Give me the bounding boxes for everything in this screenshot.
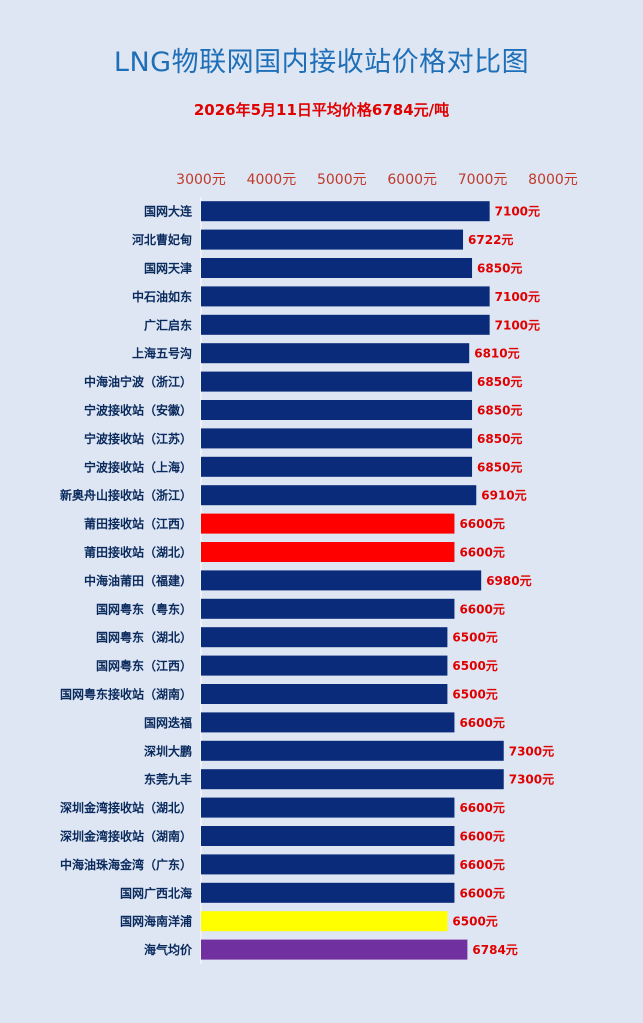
value-label: 6850元 (477, 375, 522, 389)
value-label: 6910元 (481, 489, 526, 503)
bar (201, 229, 464, 250)
category-label: 国网海南洋浦 (120, 914, 192, 929)
category-label: 广汇启东 (144, 317, 192, 332)
value-label: 6600元 (459, 517, 504, 531)
category-label: 宁波接收站（江苏） (84, 431, 192, 446)
x-tick-label: 6000元 (387, 172, 437, 188)
value-label: 6600元 (459, 858, 504, 872)
bar (201, 911, 448, 932)
chart-subtitle: 2026年5月11日平均价格6784元/吨 (193, 101, 450, 119)
bar (201, 314, 490, 335)
value-label: 6500元 (452, 631, 497, 645)
bar (201, 400, 473, 420)
bar (201, 712, 455, 733)
value-label: 6850元 (477, 460, 522, 474)
x-tick-label: 4000元 (247, 172, 297, 188)
category-label: 莆田接收站（江西） (84, 516, 192, 531)
category-label: 中海油莆田（福建） (84, 573, 192, 588)
value-label: 6600元 (459, 801, 504, 815)
category-label: 国网粤东（粤东） (96, 601, 192, 616)
value-label: 6850元 (477, 262, 522, 276)
category-label: 国网粤东（江西） (96, 658, 192, 673)
bar (201, 485, 477, 506)
category-label: 深圳金湾接收站（湖北） (60, 800, 192, 815)
value-label: 7300元 (509, 773, 554, 787)
category-label: 深圳金湾接收站（湖南） (60, 829, 192, 844)
bar (201, 655, 448, 676)
value-label: 6600元 (459, 886, 504, 900)
value-label: 6600元 (459, 716, 504, 730)
category-label: 莆田接收站（湖北） (84, 545, 192, 560)
value-label: 6500元 (452, 915, 497, 929)
bar (201, 939, 468, 960)
bar (201, 740, 504, 761)
value-label: 6810元 (474, 347, 519, 361)
value-label: 6722元 (468, 233, 513, 247)
bar (201, 826, 455, 846)
bar (201, 258, 473, 278)
bar (201, 513, 455, 534)
value-label: 6600元 (459, 602, 504, 616)
category-label: 中海油珠海金湾（广东） (60, 857, 192, 872)
bar (201, 882, 455, 903)
category-label: 宁波接收站（安徽） (84, 403, 192, 418)
bar (201, 769, 504, 790)
x-tick-label: 8000元 (528, 172, 578, 188)
bar (201, 456, 473, 477)
category-label: 国网广西北海 (120, 885, 192, 900)
value-label: 6500元 (452, 688, 497, 702)
value-label: 6500元 (452, 659, 497, 673)
value-label: 6850元 (477, 404, 522, 418)
category-label: 上海五号沟 (132, 346, 192, 361)
bar (201, 684, 448, 704)
bar (201, 854, 455, 875)
value-label: 7300元 (509, 744, 554, 758)
category-label: 国网迭福 (144, 715, 192, 730)
value-label: 6850元 (477, 432, 522, 446)
category-label: 中石油如东 (132, 289, 192, 304)
category-label: 深圳大鹏 (144, 743, 192, 758)
category-label: 海气均价 (144, 942, 193, 957)
value-label: 6784元 (472, 943, 517, 957)
category-label: 河北曹妃甸 (131, 232, 192, 247)
bar (201, 371, 473, 392)
bar (201, 343, 470, 364)
value-label: 6600元 (459, 830, 504, 844)
value-label: 7100元 (495, 318, 540, 332)
value-label: 6980元 (486, 574, 531, 588)
category-label: 新奥舟山接收站（浙江） (60, 488, 192, 503)
bar (201, 542, 455, 562)
bar (201, 797, 455, 818)
category-label: 国网大连 (144, 204, 193, 219)
bar (201, 598, 455, 619)
bar (201, 201, 490, 222)
category-label: 东莞九丰 (144, 772, 192, 787)
bar (201, 286, 490, 307)
category-label: 国网天津 (144, 261, 192, 276)
x-tick-label: 7000元 (458, 172, 508, 188)
value-label: 7100元 (495, 205, 540, 219)
chart-title: LNG物联网国内接收站价格对比图 (113, 47, 530, 78)
bar (201, 627, 448, 648)
category-label: 国网粤东接收站（湖南） (60, 687, 192, 702)
x-tick-label: 3000元 (176, 172, 226, 188)
category-label: 中海油宁波（浙江） (84, 374, 192, 389)
bar (201, 570, 482, 591)
category-label: 国网粤东（湖北） (96, 630, 192, 645)
value-label: 6600元 (459, 546, 504, 560)
bar (201, 428, 473, 449)
x-tick-label: 5000元 (317, 172, 367, 188)
value-label: 7100元 (495, 290, 540, 304)
category-label: 宁波接收站（上海） (84, 459, 192, 474)
